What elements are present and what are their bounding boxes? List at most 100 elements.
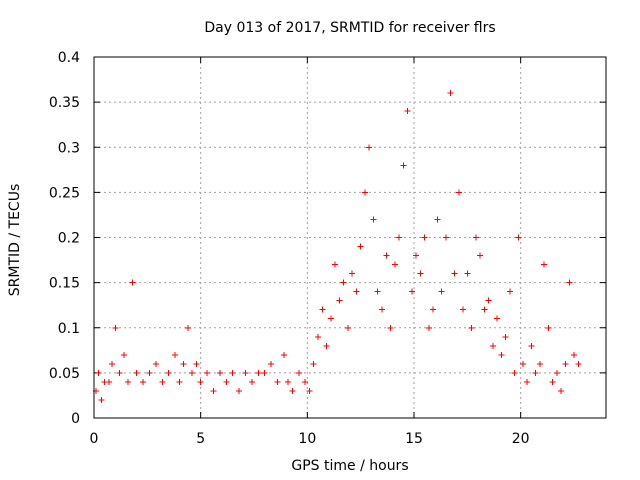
data-point [443,234,449,241]
data-point [430,306,437,313]
data-point [285,378,292,385]
data-point [289,387,296,394]
data-point [421,234,428,241]
x-tick-label: 15 [405,431,423,447]
data-point [242,369,249,376]
data-point [172,351,179,358]
data-point [327,315,334,322]
data-point [349,270,356,277]
y-tick-label: 0.35 [49,95,80,111]
data-point [268,360,275,367]
data-point [489,342,496,349]
data-point [315,333,321,340]
tick-layer: 0 5 10 15 20 0 0.05 0.1 0.15 0.2 0.25 0.3 0.35 0.4 [49,50,606,447]
data-point [472,234,479,241]
data-point [146,369,153,376]
data-point [319,306,326,313]
data-point [184,324,191,331]
data-point [152,360,159,367]
y-tick-label: 0.15 [49,276,80,292]
data-point [413,252,420,259]
data-point [387,324,394,331]
data-point [255,369,262,376]
data-point [133,369,140,376]
data-points-layer [93,90,582,403]
y-axis-label: SRMTID / TECUs [7,184,23,297]
data-point [310,360,317,367]
data-point [558,387,565,394]
x-axis-label: GPS time / hours [291,458,408,474]
data-point [197,378,204,385]
data-point [295,369,302,376]
data-point [280,351,287,358]
data-point [176,378,183,385]
data-point [332,261,339,268]
x-tick-label: 5 [196,431,205,447]
data-point [549,378,556,385]
data-point [323,342,330,349]
data-point [562,360,569,367]
data-point [344,324,351,331]
data-point [379,306,385,313]
data-point [274,378,281,385]
y-tick-label: 0.1 [58,321,80,337]
data-point [125,378,132,385]
data-point [502,333,509,340]
plot-frame [93,56,607,419]
data-point [357,243,364,250]
data-point [404,108,411,115]
data-point [498,351,505,358]
y-tick-label: 0.3 [58,140,80,156]
data-point [481,306,488,313]
data-point [396,234,403,241]
data-point [528,342,535,349]
data-point [261,369,268,376]
data-point [519,360,526,367]
data-point [306,387,313,394]
data-point [216,369,223,376]
x-tick-label: 20 [512,431,530,447]
data-point [370,216,377,223]
data-point [408,288,415,295]
data-point [447,90,454,97]
data-point [248,378,255,385]
data-point [434,216,441,223]
data-point [120,351,127,358]
data-point [494,315,501,322]
data-point [165,369,172,376]
data-point [336,297,343,304]
y-tick-label: 0.4 [58,50,80,66]
x-tick-label: 0 [90,431,99,447]
data-point [189,369,196,376]
data-point [105,378,112,385]
data-point [425,324,432,331]
data-point [383,252,390,259]
data-point [553,369,560,376]
data-point [204,369,211,376]
data-point [193,360,200,367]
data-point [391,261,398,268]
grid-layer [94,57,606,418]
data-point [541,261,548,268]
data-point [485,297,492,304]
data-point [566,279,573,286]
data-point [140,378,147,385]
data-point [507,288,513,295]
y-tick-label: 0 [71,411,80,427]
data-point [112,324,119,331]
data-point [374,288,381,295]
data-point [361,189,368,196]
data-point [400,162,407,169]
data-point [536,360,543,367]
data-point [438,288,445,295]
y-tick-label: 0.2 [58,231,80,247]
data-point [180,360,187,367]
data-point [159,378,166,385]
data-point [98,396,105,403]
data-point [366,144,373,151]
x-tick-label: 10 [298,431,316,447]
chart-title: Day 013 of 2017, SRMTID for receiver flr… [204,20,495,36]
data-point [545,324,552,331]
